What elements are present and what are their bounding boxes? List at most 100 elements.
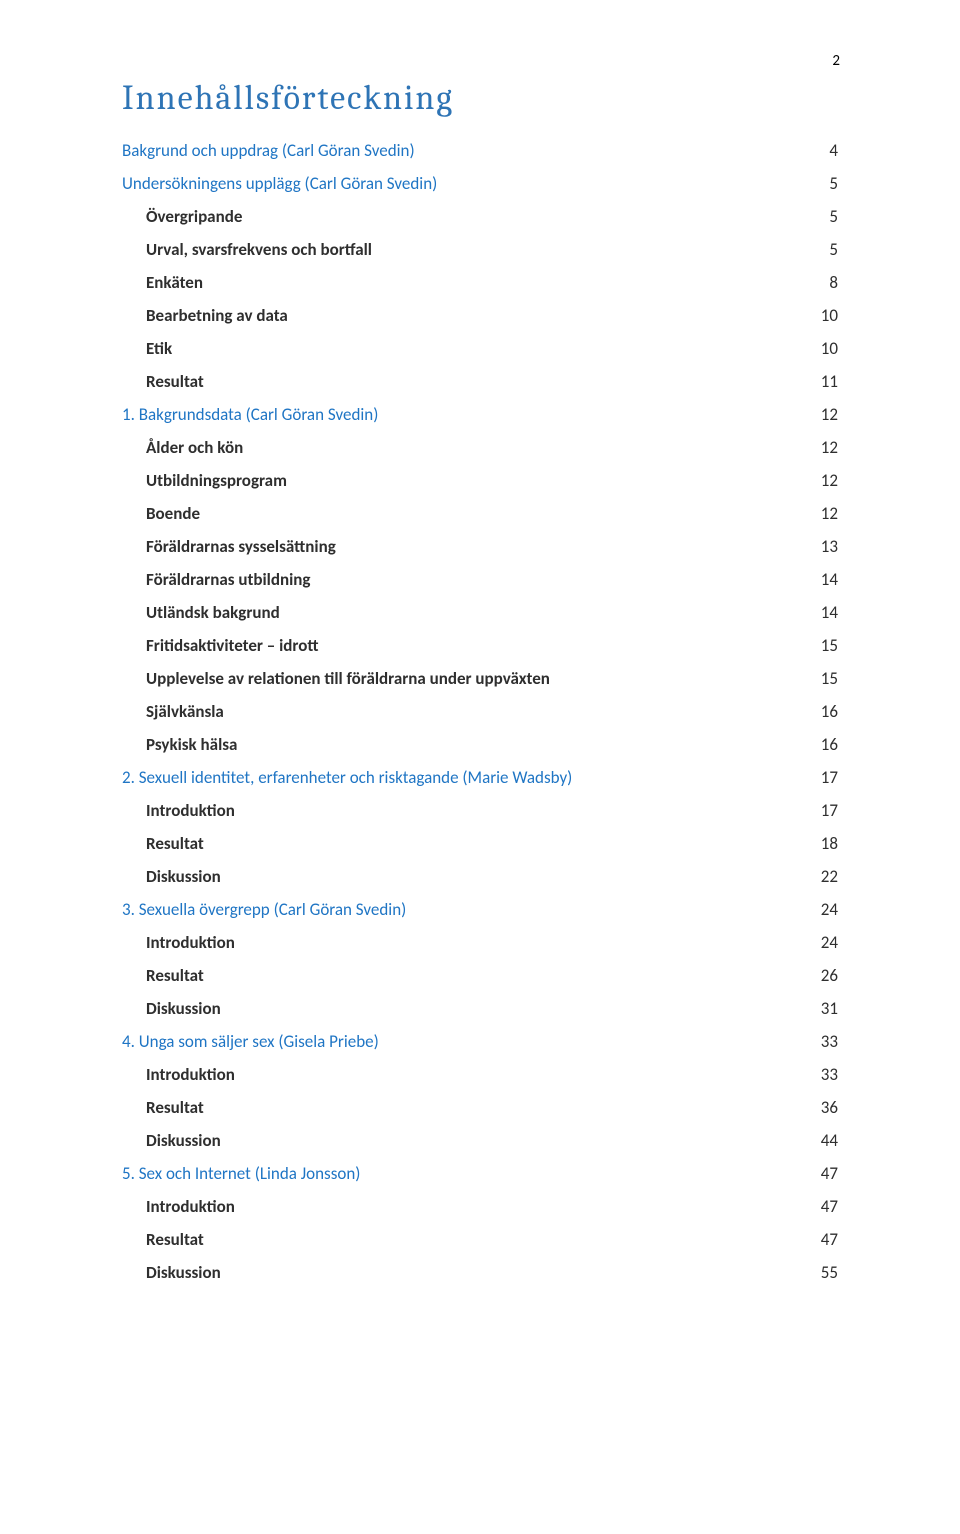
toc-entry[interactable]: 1. Bakgrundsdata (Carl Göran Svedin) 12 bbox=[122, 398, 838, 431]
toc-entry-page: 11 bbox=[821, 365, 838, 398]
toc-entry: Introduktion 33 bbox=[122, 1058, 838, 1091]
toc-entry-page: 24 bbox=[821, 926, 838, 959]
toc-entry-label: Utbildningsprogram bbox=[146, 464, 287, 497]
toc-entry-page: 5 bbox=[829, 233, 838, 266]
toc-entry-label: Resultat bbox=[146, 1223, 204, 1256]
toc-entry-page: 14 bbox=[821, 563, 838, 596]
toc-entry-label: 1. Bakgrundsdata (Carl Göran Svedin) bbox=[122, 398, 378, 431]
toc-entry-page: 18 bbox=[821, 827, 838, 860]
toc-entry-label: Undersökningens upplägg (Carl Göran Sved… bbox=[122, 167, 437, 200]
toc-entry-page: 12 bbox=[821, 497, 838, 530]
toc-entry: Diskussion 31 bbox=[122, 992, 838, 1025]
toc-entry-page: 17 bbox=[821, 761, 838, 794]
toc-entry: Resultat 18 bbox=[122, 827, 838, 860]
toc-entry-page: 13 bbox=[821, 530, 838, 563]
toc-entry: Resultat11 bbox=[122, 365, 838, 398]
toc-entry-page: 16 bbox=[821, 728, 838, 761]
toc-entry-page: 14 bbox=[821, 596, 838, 629]
toc-entry-label: Diskussion bbox=[146, 1256, 221, 1289]
toc-entry: Diskussion 22 bbox=[122, 860, 838, 893]
toc-entry-page: 47 bbox=[821, 1157, 838, 1190]
toc-entry: Bearbetning av data 10 bbox=[122, 299, 838, 332]
toc-entry-label: Ålder och kön bbox=[146, 431, 243, 464]
toc-entry-page: 47 bbox=[821, 1190, 838, 1223]
toc-entry-label: Psykisk hälsa bbox=[146, 728, 237, 761]
toc-entry-page: 16 bbox=[821, 695, 838, 728]
toc-entry-page: 31 bbox=[821, 992, 838, 1025]
toc-entry-label: Bearbetning av data bbox=[146, 299, 288, 332]
toc-entry-page: 12 bbox=[821, 464, 838, 497]
toc-entry: Resultat 47 bbox=[122, 1223, 838, 1256]
toc-entry-page: 17 bbox=[821, 794, 838, 827]
toc-entry: Boende 12 bbox=[122, 497, 838, 530]
toc-entry: Enkäten8 bbox=[122, 266, 838, 299]
toc-entry: Psykisk hälsa 16 bbox=[122, 728, 838, 761]
toc-entry: Utländsk bakgrund 14 bbox=[122, 596, 838, 629]
toc-entry: Diskussion 44 bbox=[122, 1124, 838, 1157]
toc-entry: Diskussion55 bbox=[122, 1256, 838, 1289]
toc-entry-page: 12 bbox=[821, 431, 838, 464]
toc-entry-page: 15 bbox=[821, 629, 838, 662]
toc-entry: Urval, svarsfrekvens och bortfall5 bbox=[122, 233, 838, 266]
toc-entry: Föräldrarnas utbildning 14 bbox=[122, 563, 838, 596]
toc-entry-page: 10 bbox=[821, 299, 838, 332]
toc-entry-label: Bakgrund och uppdrag (Carl Göran Svedin) bbox=[122, 134, 415, 167]
document-page: 2 Innehållsförteckning Bakgrund och uppd… bbox=[0, 0, 960, 1534]
toc-entry: Etik 10 bbox=[122, 332, 838, 365]
toc-entry-label: Diskussion bbox=[146, 992, 221, 1025]
toc-entry: Övergripande 5 bbox=[122, 200, 838, 233]
toc-entry-page: 4 bbox=[829, 134, 838, 167]
toc-entry[interactable]: 5. Sex och Internet (Linda Jonsson) 47 bbox=[122, 1157, 838, 1190]
toc-entry-page: 33 bbox=[821, 1025, 838, 1058]
toc-entry-page: 10 bbox=[821, 332, 838, 365]
toc-entry-page: 22 bbox=[821, 860, 838, 893]
toc-entry[interactable]: 4. Unga som säljer sex (Gisela Priebe)33 bbox=[122, 1025, 838, 1058]
toc-entry-label: Introduktion bbox=[146, 1058, 235, 1091]
toc-entry[interactable]: Undersökningens upplägg (Carl Göran Sved… bbox=[122, 167, 838, 200]
toc-entry: Introduktion 24 bbox=[122, 926, 838, 959]
toc-entry-label: Föräldrarnas utbildning bbox=[146, 563, 310, 596]
toc-entry: Föräldrarnas sysselsättning13 bbox=[122, 530, 838, 563]
toc-entry-label: Etik bbox=[146, 332, 172, 365]
toc-entry-page: 33 bbox=[821, 1058, 838, 1091]
page-number: 2 bbox=[832, 52, 840, 70]
toc-entry-label: Resultat bbox=[146, 1091, 204, 1124]
toc-title: Innehållsförteckning bbox=[122, 78, 838, 118]
toc-entry-label: Övergripande bbox=[146, 200, 242, 233]
toc-entry-page: 44 bbox=[821, 1124, 838, 1157]
toc-entry-page: 5 bbox=[829, 167, 838, 200]
toc-entry: Resultat 36 bbox=[122, 1091, 838, 1124]
toc-entry-label: Utländsk bakgrund bbox=[146, 596, 280, 629]
toc-entry: Resultat 26 bbox=[122, 959, 838, 992]
toc-entry-page: 5 bbox=[829, 200, 838, 233]
toc-entry-label: 3. Sexuella övergrepp (Carl Göran Svedin… bbox=[122, 893, 406, 926]
toc-entry-label: Introduktion bbox=[146, 794, 235, 827]
toc-entry-page: 36 bbox=[821, 1091, 838, 1124]
toc-entry-label: Självkänsla bbox=[146, 695, 224, 728]
toc-entry-label: Resultat bbox=[146, 827, 204, 860]
toc-entry-label: Upplevelse av relationen till föräldrarn… bbox=[146, 662, 550, 695]
toc-entry-page: 12 bbox=[821, 398, 838, 431]
toc-entry-label: 2. Sexuell identitet, erfarenheter och r… bbox=[122, 761, 572, 794]
toc-entry-label: Diskussion bbox=[146, 860, 221, 893]
toc-entry[interactable]: Bakgrund och uppdrag (Carl Göran Svedin)… bbox=[122, 134, 838, 167]
toc-entry: Utbildningsprogram 12 bbox=[122, 464, 838, 497]
toc-entry-label: Enkäten bbox=[146, 266, 203, 299]
toc-entry: Upplevelse av relationen till föräldrarn… bbox=[122, 662, 838, 695]
toc-entry-page: 15 bbox=[821, 662, 838, 695]
toc-entry[interactable]: 3. Sexuella övergrepp (Carl Göran Svedin… bbox=[122, 893, 838, 926]
toc-list: Bakgrund och uppdrag (Carl Göran Svedin)… bbox=[122, 134, 838, 1289]
toc-entry: Ålder och kön 12 bbox=[122, 431, 838, 464]
toc-entry-label: Introduktion bbox=[146, 926, 235, 959]
toc-entry: Fritidsaktiviteter – idrott 15 bbox=[122, 629, 838, 662]
toc-entry-page: 47 bbox=[821, 1223, 838, 1256]
toc-entry-label: Boende bbox=[146, 497, 200, 530]
toc-entry-label: Diskussion bbox=[146, 1124, 221, 1157]
toc-entry-label: 5. Sex och Internet (Linda Jonsson) bbox=[122, 1157, 360, 1190]
toc-entry-label: Fritidsaktiviteter – idrott bbox=[146, 629, 319, 662]
toc-entry[interactable]: 2. Sexuell identitet, erfarenheter och r… bbox=[122, 761, 838, 794]
toc-entry: Introduktion47 bbox=[122, 1190, 838, 1223]
toc-entry-page: 26 bbox=[821, 959, 838, 992]
toc-entry-label: Resultat bbox=[146, 959, 204, 992]
toc-entry: Introduktion 17 bbox=[122, 794, 838, 827]
